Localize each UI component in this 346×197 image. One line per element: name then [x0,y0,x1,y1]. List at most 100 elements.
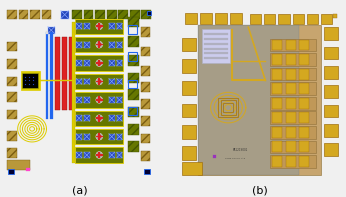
Bar [299,83,309,94]
Bar [128,73,139,83]
Bar [99,83,100,85]
Bar [29,84,30,85]
Bar [182,81,196,95]
Bar [285,156,295,167]
Bar [7,77,17,86]
Bar [7,148,17,158]
Bar [285,40,295,50]
Text: (b): (b) [253,185,268,195]
Bar [61,11,69,19]
Bar [128,141,139,152]
Bar [96,136,98,138]
Bar [182,59,196,73]
Bar [299,112,309,123]
Bar [272,156,282,167]
Bar [198,25,321,175]
Bar [30,10,40,20]
Bar [117,152,122,158]
Bar [117,97,122,103]
Bar [147,11,151,15]
Bar [213,155,216,158]
Bar [96,81,98,82]
Bar [117,60,122,66]
Bar [272,54,282,65]
Bar [46,31,48,34]
Bar [230,13,242,24]
Bar [96,25,98,27]
Bar [324,105,338,117]
Bar [76,134,82,139]
Bar [285,83,295,94]
Bar [140,99,150,109]
Bar [98,62,101,64]
Bar [285,141,295,152]
Bar [99,138,100,140]
Bar [333,14,337,18]
Bar [75,74,123,89]
Bar [221,100,236,115]
Circle shape [96,23,103,30]
Bar [99,120,100,122]
Bar [101,99,103,101]
Bar [76,60,82,66]
Bar [75,129,123,144]
Bar [307,14,318,24]
Bar [109,152,115,158]
Bar [250,14,261,24]
Bar [324,124,338,137]
Bar [299,127,309,138]
Bar [128,55,139,66]
Bar [96,44,98,46]
Bar [22,73,38,88]
Bar [324,47,338,59]
Bar [140,116,150,126]
Bar [117,134,122,139]
Bar [109,23,115,29]
Bar [76,115,82,121]
Bar [96,99,98,101]
Bar [299,54,309,65]
Bar [99,152,100,154]
Bar [84,42,90,47]
Bar [140,66,150,76]
Text: (a): (a) [72,185,88,195]
Bar [101,25,103,27]
Bar [7,131,17,140]
Bar [75,37,123,52]
Bar [117,115,122,121]
Bar [128,17,139,27]
Bar [98,80,101,83]
Bar [109,79,115,84]
Bar [101,136,103,138]
Bar [128,89,139,100]
Bar [99,46,100,48]
Bar [215,13,227,24]
Bar [33,84,34,85]
Bar [29,77,30,78]
Bar [140,151,150,161]
Bar [109,60,115,66]
Bar [99,28,100,30]
Circle shape [96,60,103,66]
Bar [324,66,338,79]
Bar [285,98,295,109]
Bar [140,27,150,37]
Bar [25,84,26,85]
Bar [202,29,230,63]
Bar [98,43,101,46]
Bar [271,53,316,66]
Bar [75,55,123,71]
Bar [84,134,90,139]
Bar [128,25,137,34]
Bar [204,43,228,45]
Bar [299,40,309,50]
Bar [84,10,93,20]
Bar [128,80,137,88]
Text: SOME CIRCUIT LAB: SOME CIRCUIT LAB [225,157,245,159]
Bar [223,103,233,112]
Bar [62,37,67,110]
Bar [99,60,100,62]
Bar [204,52,228,54]
Bar [101,81,103,82]
Bar [299,156,309,167]
